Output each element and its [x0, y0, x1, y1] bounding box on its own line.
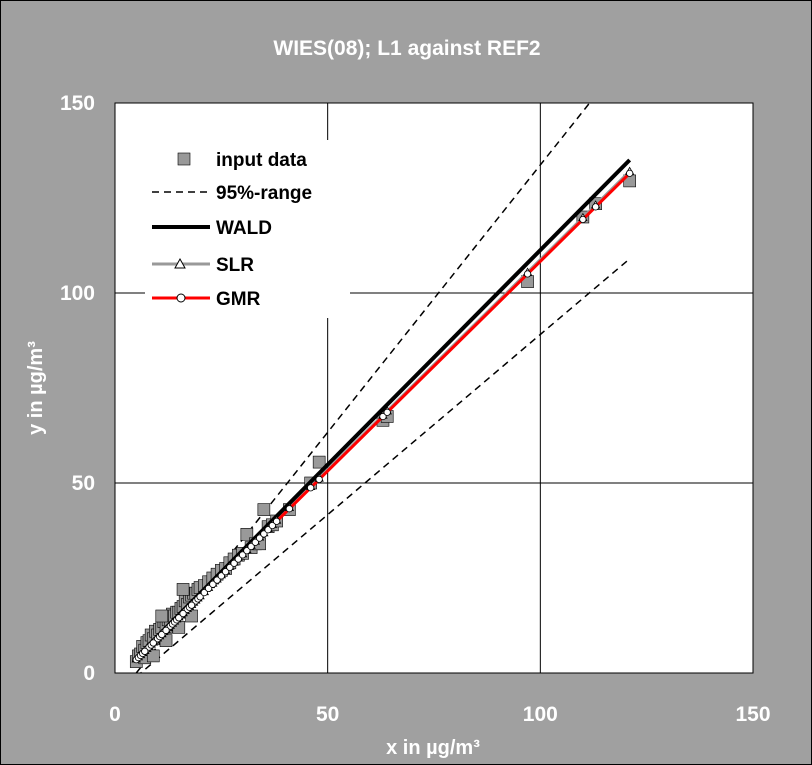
- legend-label-95-range: 95%-range: [216, 183, 312, 204]
- gmr-marker: [234, 555, 242, 563]
- gmr-marker: [158, 630, 166, 639]
- data-point: [155, 609, 169, 623]
- legend: input data 95%-range WALD SLR GMR: [145, 140, 350, 318]
- gmr-marker: [209, 580, 217, 588]
- legend-circle-icon: [176, 293, 186, 303]
- y-tick-label: 50: [72, 472, 95, 495]
- legend-item-95-range: 95%-range: [152, 183, 312, 204]
- gmr-marker: [217, 572, 225, 580]
- legend-label-gmr: GMR: [216, 289, 261, 310]
- data-point: [176, 583, 190, 596]
- legend-square-icon: [177, 152, 191, 166]
- gmr-marker: [247, 542, 255, 551]
- data-point: [240, 527, 254, 541]
- x-tick-label: 0: [109, 703, 121, 726]
- gmr-marker: [239, 551, 247, 559]
- y-tick-label: 0: [83, 662, 95, 685]
- gmr-marker: [141, 647, 149, 655]
- x-tick-labels: 0 50 100 150: [109, 703, 770, 726]
- gmr-marker: [315, 475, 323, 483]
- gmr-marker: [243, 547, 251, 555]
- y-axis-label: y in µg/m³: [25, 341, 47, 435]
- gmr-marker: [307, 484, 315, 492]
- gmr-marker: [260, 530, 268, 538]
- data-point: [146, 649, 160, 663]
- legend-label-wald: WALD: [216, 218, 272, 239]
- gmr-marker: [273, 517, 281, 525]
- gmr-marker: [175, 614, 183, 622]
- gmr-marker: [379, 412, 387, 421]
- legend-item-gmr: GMR: [152, 289, 261, 310]
- gmr-marker: [264, 526, 272, 534]
- gmr-marker: [256, 534, 264, 542]
- y-tick-labels: 0 50 100 150: [60, 92, 95, 685]
- legend-triangle-icon: [174, 257, 186, 269]
- y-tick-label: 150: [60, 92, 95, 115]
- gmr-marker: [221, 568, 230, 576]
- y-tick-label: 100: [60, 282, 95, 305]
- gmr-marker: [626, 169, 634, 177]
- gmr-marker: [523, 270, 532, 278]
- data-point: [312, 455, 326, 469]
- legend-label-slr: SLR: [216, 255, 254, 276]
- gmr-marker: [592, 203, 600, 211]
- series-layer: [129, 103, 636, 673]
- gmr-marker: [383, 408, 391, 416]
- legend-label-input-data: input data: [216, 150, 307, 171]
- legend-item-slr: SLR: [152, 255, 254, 276]
- legend-item-wald: WALD: [152, 218, 272, 239]
- x-tick-label: 100: [523, 703, 558, 726]
- gmr-marker: [196, 593, 204, 601]
- gmr-marker: [204, 584, 213, 593]
- gmr-marker: [162, 626, 170, 634]
- chart-title: WIES(08); L1 against REF2: [273, 37, 540, 60]
- gmr-marker: [226, 563, 234, 572]
- gmr-marker: [579, 215, 587, 224]
- gmr-marker: [285, 505, 293, 513]
- gmr-marker: [149, 639, 157, 647]
- gmr-marker: [187, 601, 196, 609]
- gmr-marker: [251, 538, 259, 546]
- x-tick-label: 50: [316, 703, 339, 726]
- data-point: [257, 503, 271, 516]
- gmr-marker: [230, 559, 238, 567]
- legend-item-input-data: input data: [177, 150, 307, 171]
- gmr-marker: [179, 609, 187, 618]
- x-tick-label: 150: [735, 703, 770, 726]
- x-axis-label: x in µg/m³: [386, 737, 480, 759]
- gmr-marker: [268, 521, 276, 530]
- gmr-marker: [213, 576, 221, 584]
- gmr-marker: [200, 589, 208, 597]
